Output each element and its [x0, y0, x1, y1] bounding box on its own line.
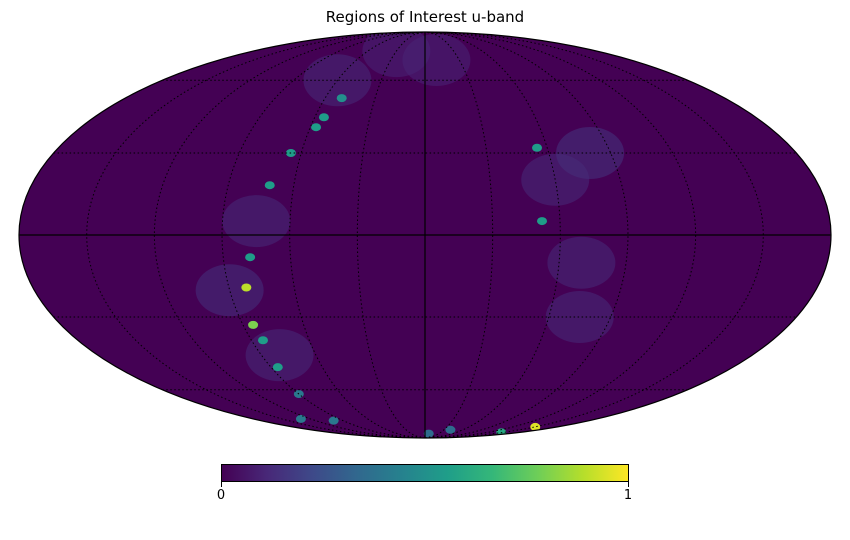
meridian-line — [424, 31, 494, 439]
faint-region — [195, 264, 264, 317]
faint-region — [222, 195, 291, 248]
colorbar-tick-min — [221, 482, 222, 487]
hotspot — [423, 429, 434, 438]
meridian-line — [356, 31, 426, 439]
meridian-line — [424, 31, 764, 439]
hotspot — [248, 320, 259, 329]
hotspot — [318, 113, 329, 122]
hotspot — [532, 143, 543, 152]
hotspot — [530, 422, 541, 431]
hotspot — [328, 416, 339, 425]
hotspot — [257, 336, 268, 345]
hotspot — [245, 253, 256, 262]
meridian-line — [424, 31, 697, 439]
meridian-line — [86, 31, 426, 439]
meridian-line — [153, 31, 426, 439]
map-outline — [18, 31, 832, 439]
hotspot — [445, 425, 456, 434]
colorbar-min-label: 0 — [216, 488, 226, 503]
map-title: Regions of Interest u-band — [325, 8, 525, 26]
colorbar-tick-max — [628, 482, 629, 487]
hotspot — [272, 363, 283, 372]
hotspot — [295, 414, 306, 423]
colorbar-max-label: 1 — [623, 488, 633, 503]
colorbar — [221, 464, 629, 482]
hotspot — [264, 181, 275, 190]
faint-region — [245, 329, 314, 382]
faint-region — [545, 291, 614, 344]
hotspot — [336, 94, 347, 103]
faint-region — [547, 236, 616, 289]
hotspot-regions — [241, 94, 548, 438]
hotspot — [241, 283, 252, 292]
hotspot — [311, 123, 322, 132]
faint-region — [521, 153, 590, 206]
hotspot — [537, 217, 548, 226]
